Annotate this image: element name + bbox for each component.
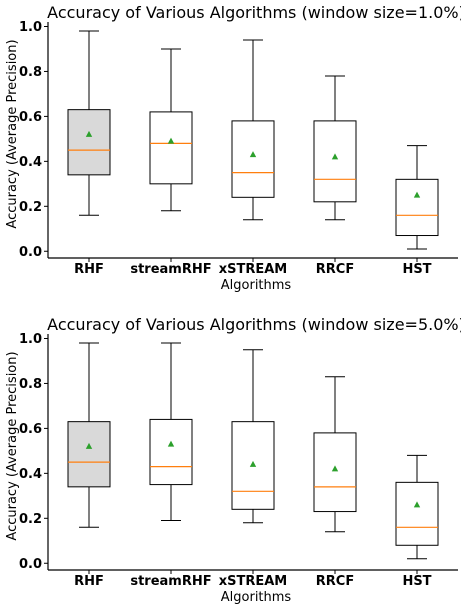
mean-marker [85,442,93,449]
mean-marker [167,137,175,144]
box-rrcf: RRCF [313,75,357,277]
mean-marker [85,130,93,137]
y-tick-label: 1.0 [19,20,42,35]
y-tick-label: 0.6 [19,422,42,437]
y-tick-label: 0.2 [19,512,42,527]
mean-marker [331,465,339,472]
x-tick-label: RRCF [316,574,354,589]
y-axis-label: Accuracy (Average Precision) [5,351,20,540]
x-tick-label: RHF [74,574,104,589]
y-tick-label: 0.8 [19,377,42,392]
x-axis-label: Algorithms [221,278,292,293]
x-tick-label: RHF [74,262,104,277]
x-tick-label: xSTREAM [219,574,288,589]
box-streamrhf: streamRHF [130,48,212,277]
box-rhf: RHF [67,342,111,589]
chart-title: Accuracy of Various Algorithms (window s… [47,3,461,22]
x-tick-label: RRCF [316,262,354,277]
iqr-box [313,120,357,203]
box-rhf: RHF [67,30,111,277]
iqr-box [313,432,357,513]
y-tick-label: 0.4 [19,155,42,170]
chart-panel-1: Accuracy of Various Algorithms (window s… [5,3,461,293]
box-hst: HST [395,454,439,589]
x-axis-label: Algorithms [221,590,292,605]
y-tick-label: 0.8 [19,65,42,80]
mean-marker [249,151,257,158]
x-tick-label: xSTREAM [219,262,288,277]
x-tick-label: streamRHF [130,574,211,589]
mean-marker [331,153,339,160]
mean-marker [167,440,175,447]
chart-title: Accuracy of Various Algorithms (window s… [47,315,461,334]
iqr-box [395,481,439,546]
y-tick-label: 0.6 [19,110,42,125]
iqr-box [149,418,193,486]
box-streamrhf: streamRHF [130,342,212,589]
box-rrcf: RRCF [313,376,357,589]
mean-marker [413,191,421,198]
iqr-box [395,178,439,237]
y-tick-label: 0.4 [19,467,42,482]
box-xstream: xSTREAM [219,349,288,589]
mean-marker [249,460,257,467]
y-tick-label: 0.0 [19,245,42,260]
y-tick-label: 1.0 [19,332,42,347]
chart-panel-2: Accuracy of Various Algorithms (window s… [5,315,461,605]
x-tick-label: HST [402,574,431,589]
box-hst: HST [395,145,439,277]
box-xstream: xSTREAM [219,39,288,277]
mean-marker [413,501,421,508]
y-tick-label: 0.0 [19,557,42,572]
iqr-box [67,109,111,176]
iqr-box [231,120,275,198]
y-axis-label: Accuracy (Average Precision) [5,39,20,228]
y-tick-label: 0.2 [19,200,42,215]
x-tick-label: HST [402,262,431,277]
iqr-box [67,421,111,488]
x-tick-label: streamRHF [130,262,211,277]
iqr-box [149,111,193,185]
